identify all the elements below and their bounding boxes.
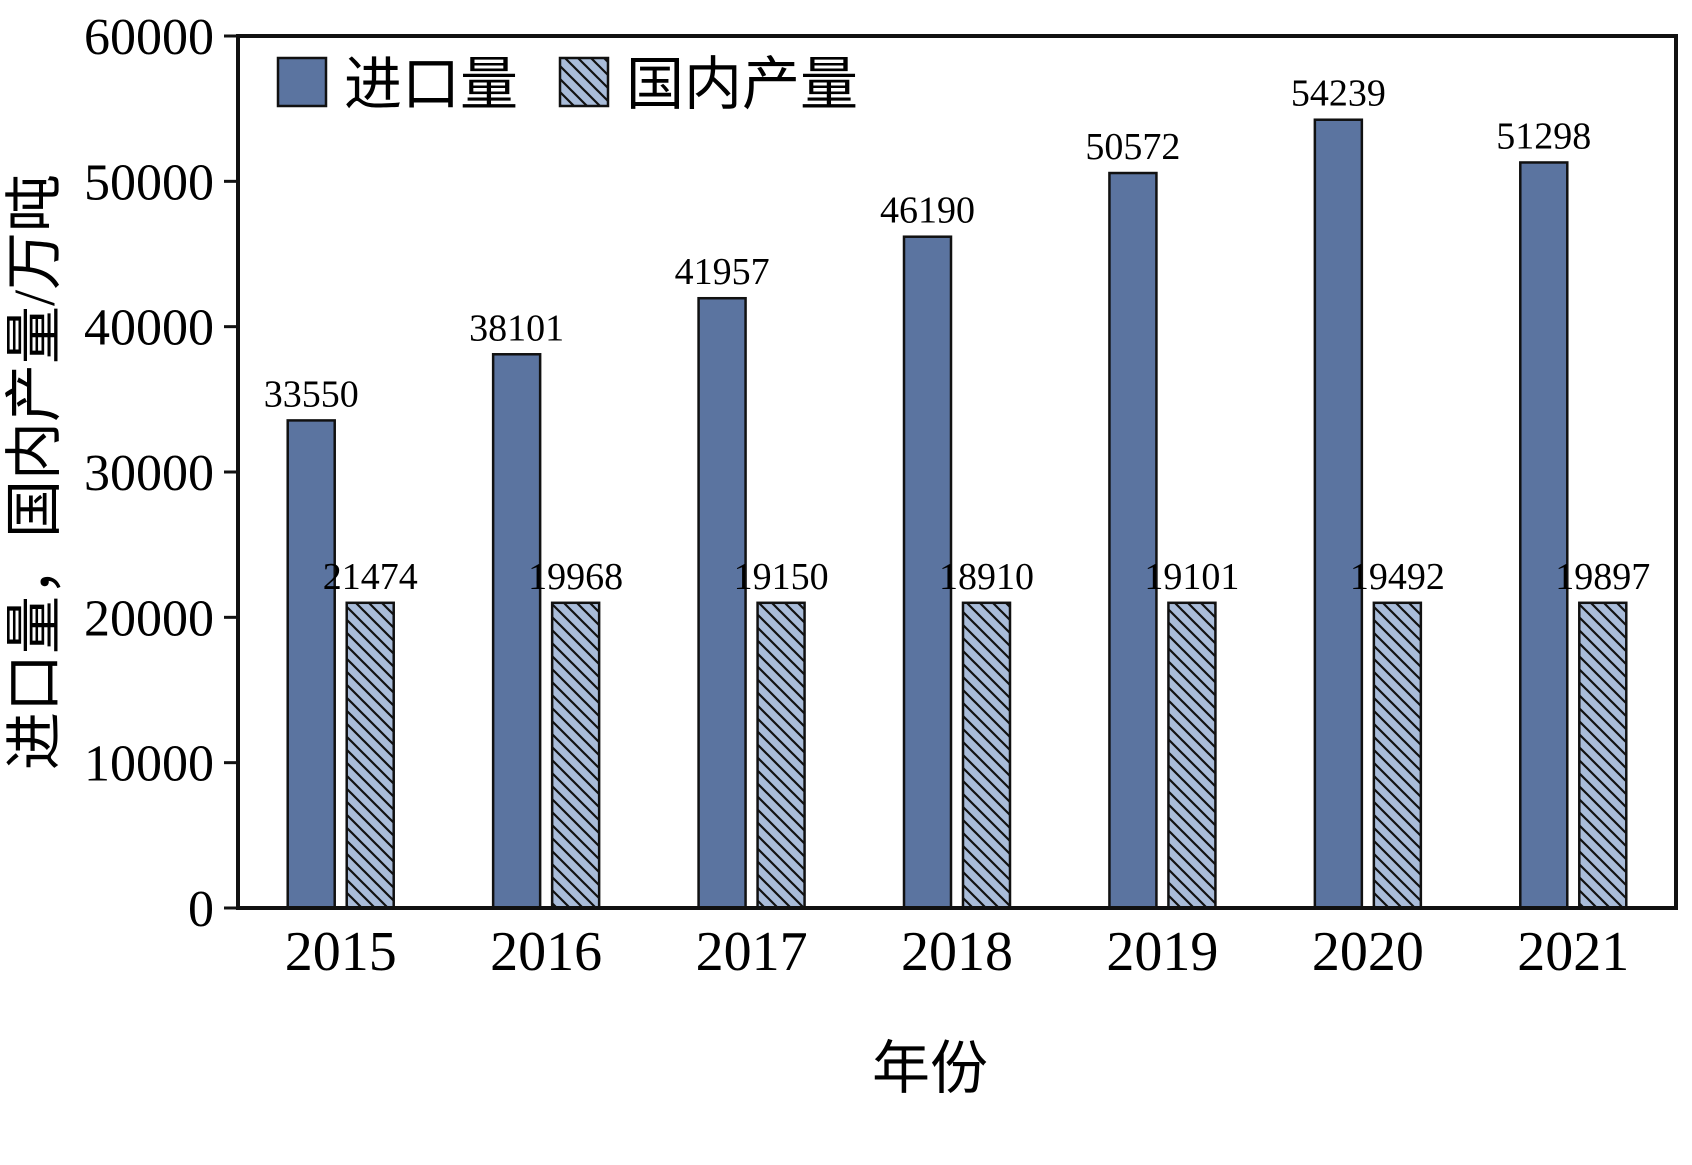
bar-domestic bbox=[345, 601, 395, 910]
value-label-import: 41957 bbox=[675, 251, 770, 293]
bar-import bbox=[1519, 161, 1569, 910]
x-tick-label: 2016 bbox=[490, 921, 602, 983]
value-label-import: 33550 bbox=[264, 373, 359, 415]
bar-domestic bbox=[1578, 601, 1628, 910]
bar-import bbox=[1108, 171, 1158, 910]
y-tick-label: 30000 bbox=[84, 445, 214, 502]
plot-frame bbox=[236, 34, 1678, 910]
value-label-import: 51298 bbox=[1496, 115, 1591, 157]
legend-label-import: 进口量 bbox=[344, 52, 518, 117]
x-tick-label: 2021 bbox=[1517, 921, 1629, 983]
y-tick-label: 20000 bbox=[84, 590, 214, 647]
x-tick-label: 2019 bbox=[1106, 921, 1218, 983]
value-label-domestic: 19897 bbox=[1555, 556, 1650, 598]
value-label-import: 50572 bbox=[1085, 126, 1180, 168]
y-tick-label: 40000 bbox=[84, 300, 214, 357]
x-tick-label: 2020 bbox=[1312, 921, 1424, 983]
value-label-domestic: 19150 bbox=[734, 556, 829, 598]
y-tick-label: 0 bbox=[188, 881, 214, 938]
x-tick-label: 2018 bbox=[901, 921, 1013, 983]
legend: 进口量 国内产量 bbox=[276, 52, 858, 117]
legend-swatch-domestic-icon bbox=[558, 56, 610, 108]
bar-domestic bbox=[1372, 601, 1423, 910]
y-tick-label: 60000 bbox=[84, 9, 214, 66]
value-label-import: 38101 bbox=[469, 307, 564, 349]
value-label-domestic: 21474 bbox=[323, 556, 418, 598]
x-axis-title: 年份 bbox=[872, 1036, 988, 1101]
value-label-domestic: 19101 bbox=[1144, 556, 1239, 598]
bar-import bbox=[697, 296, 747, 910]
x-tick-label: 2015 bbox=[285, 921, 397, 983]
plot-area: 0 10000 20000 30000 40000 50000 60000 2015 33550… bbox=[84, 9, 1678, 983]
legend-label-domestic: 国内产量 bbox=[626, 52, 858, 117]
y-tick-label: 50000 bbox=[84, 154, 214, 211]
bar-domestic bbox=[550, 601, 601, 910]
bar-import bbox=[491, 353, 542, 910]
y-axis-title: 进口量，国内产量/万吨 bbox=[2, 174, 67, 770]
bar-import bbox=[286, 419, 336, 910]
value-label-import: 54239 bbox=[1291, 73, 1386, 115]
bar-domestic bbox=[961, 601, 1012, 910]
value-label-domestic: 19492 bbox=[1350, 556, 1445, 598]
value-label-domestic: 18910 bbox=[939, 556, 1034, 598]
legend-swatch-import-icon bbox=[276, 56, 328, 108]
value-label-import: 46190 bbox=[880, 190, 975, 232]
bar-import bbox=[1313, 118, 1364, 910]
value-label-domestic: 19968 bbox=[528, 556, 623, 598]
bar-domestic bbox=[756, 601, 806, 910]
y-tick-label: 10000 bbox=[84, 736, 214, 793]
x-tick-label: 2017 bbox=[696, 921, 808, 983]
bar-domestic bbox=[1167, 601, 1217, 910]
